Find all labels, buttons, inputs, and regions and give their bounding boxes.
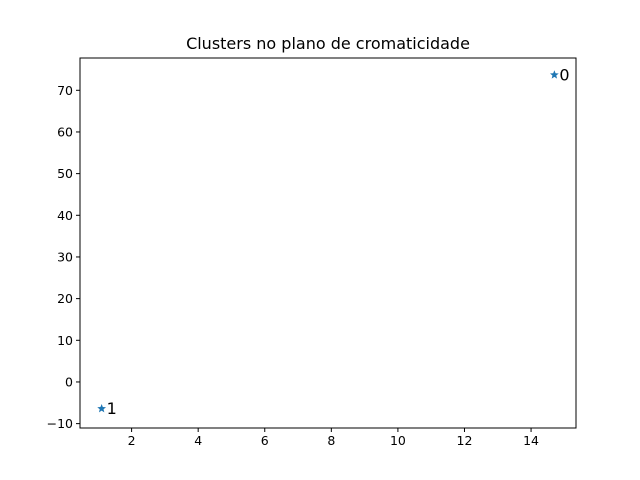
chart-title: Clusters no plano de cromaticidade [186, 34, 470, 53]
y-tick-label: 20 [57, 291, 73, 306]
cluster-point-1 [97, 404, 107, 413]
x-tick-label: 14 [523, 433, 539, 448]
x-tick-label: 8 [327, 433, 335, 448]
plot-frame [79, 57, 577, 429]
y-tick-label: 70 [57, 83, 73, 98]
cluster-point-0 [549, 70, 559, 79]
y-tick-label: 30 [57, 249, 73, 264]
y-tick-label: 60 [57, 124, 73, 139]
cluster-label-1: 1 [107, 399, 117, 418]
y-tick-label: 0 [65, 374, 73, 389]
axis-ticks: 2 4 6 8 10 12 14 −10 0 10 20 30 40 50 60 70 [47, 83, 539, 448]
y-tick-label: 40 [57, 208, 73, 223]
plot-area [80, 58, 576, 428]
x-tick-label: 10 [390, 433, 406, 448]
y-tick-label: 10 [57, 333, 73, 348]
x-tick-label: 12 [457, 433, 473, 448]
x-tick-label: 6 [261, 433, 269, 448]
y-tick-label: 50 [57, 166, 73, 181]
cluster-label-0: 0 [559, 65, 569, 84]
x-tick-label: 2 [128, 433, 136, 448]
y-tick-label: −10 [47, 416, 73, 431]
x-tick-label: 4 [194, 433, 202, 448]
data-points: 01 [97, 65, 570, 418]
